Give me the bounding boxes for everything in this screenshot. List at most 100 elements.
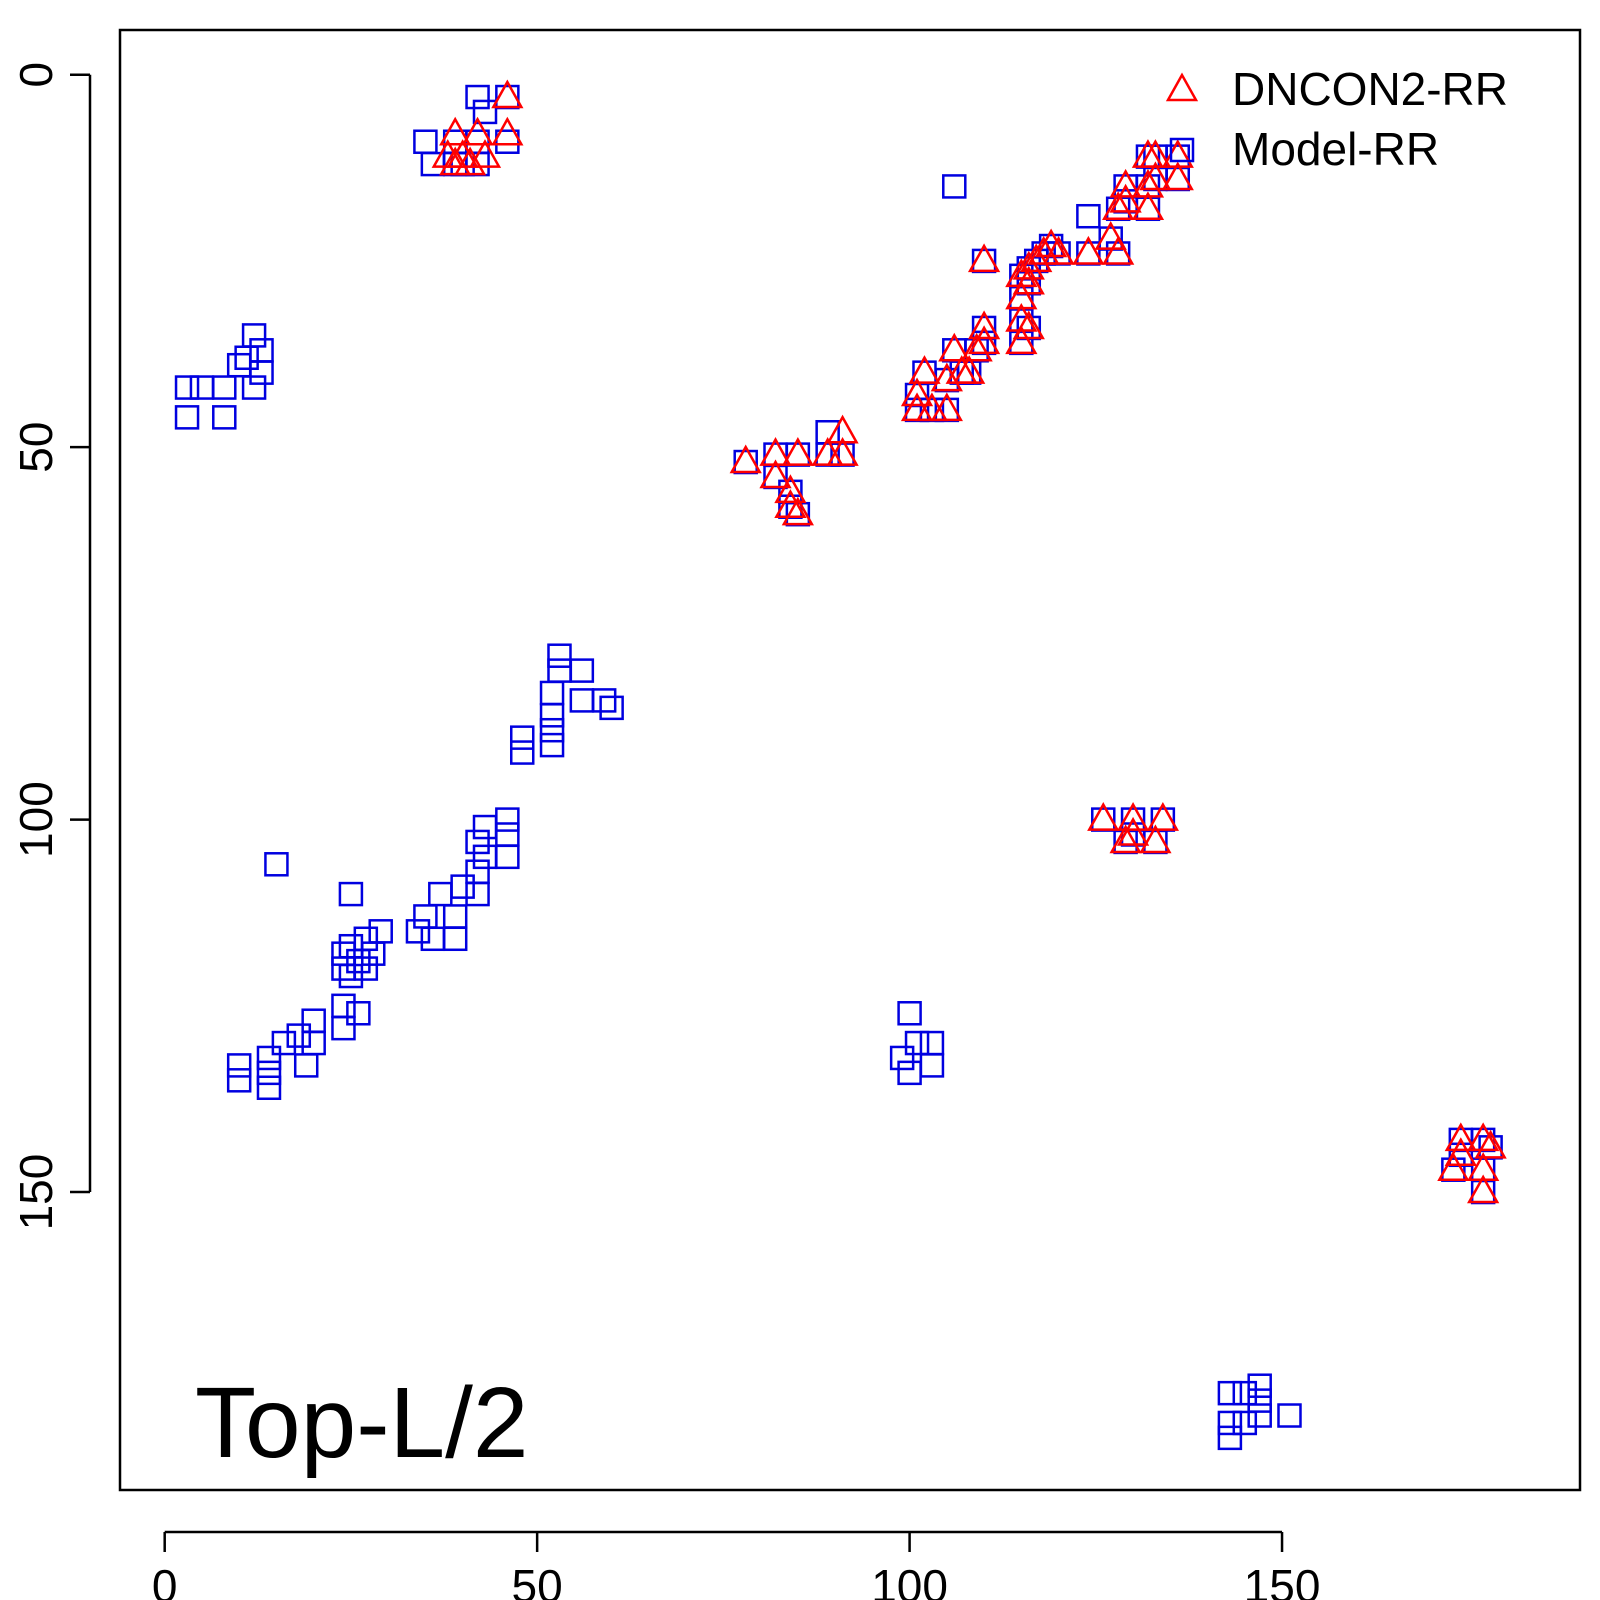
triangle-point	[1109, 168, 1142, 198]
legend-entry-label: DNCON2-RR	[1232, 63, 1508, 115]
square-point	[919, 1030, 945, 1056]
square-point	[465, 84, 490, 110]
triangle-point	[1005, 325, 1038, 355]
triangle-point	[446, 139, 479, 168]
square-point	[301, 1008, 326, 1033]
square-point	[249, 360, 274, 385]
square-point	[1232, 1410, 1258, 1436]
square-point	[331, 1015, 356, 1041]
triangle-point	[900, 377, 934, 407]
square-point	[465, 829, 490, 855]
square-point	[338, 933, 364, 959]
triangle-point	[1467, 1174, 1500, 1204]
triangle-point	[759, 459, 792, 489]
square-point	[599, 695, 624, 721]
triangle-point	[826, 414, 859, 444]
square-point	[249, 338, 274, 363]
square-point	[338, 881, 364, 907]
square-point	[539, 680, 565, 706]
triangle-point	[1131, 168, 1165, 198]
triangle-point	[468, 139, 502, 168]
triangle-point	[491, 79, 524, 109]
triangle-point	[1131, 191, 1165, 221]
square-point	[495, 822, 520, 847]
square-point	[212, 405, 237, 430]
triangle-point	[491, 116, 524, 146]
triangle-point	[938, 332, 971, 362]
y-tick-label: 150	[10, 1154, 62, 1231]
triangle-point	[1109, 824, 1142, 854]
square-point	[189, 375, 215, 400]
square-point	[539, 703, 565, 728]
square-point	[472, 814, 498, 840]
square-point	[420, 926, 446, 952]
square-point	[353, 926, 379, 952]
triangle-point	[1139, 161, 1172, 191]
triangle-point	[1087, 802, 1120, 831]
triangle-point	[774, 489, 807, 518]
square-point	[1247, 1388, 1272, 1413]
square-point	[472, 844, 498, 870]
triangle-point	[1012, 265, 1045, 295]
square-point	[346, 1001, 371, 1026]
triangle-point	[953, 355, 986, 384]
triangle-point	[1444, 1137, 1477, 1167]
triangle-point	[1102, 191, 1135, 221]
square-point	[338, 963, 364, 989]
square-point	[241, 323, 267, 348]
axes: 0 50 100 150 0 50 100 150	[10, 62, 1320, 1600]
square-point	[174, 375, 200, 400]
square-point	[346, 948, 371, 974]
triangle-point	[1094, 221, 1127, 250]
triangle-point	[1474, 1129, 1507, 1159]
triangle-point	[729, 444, 762, 474]
triangle-point	[1437, 1152, 1470, 1181]
square-point	[569, 688, 595, 713]
square-point	[226, 1068, 252, 1093]
triangle-point	[960, 332, 993, 362]
square-point	[1277, 1403, 1302, 1428]
triangle-point	[759, 437, 792, 466]
square-point	[264, 852, 289, 877]
square-point	[256, 1045, 282, 1071]
triangle-point	[908, 355, 941, 384]
square-point	[368, 919, 393, 944]
square-point	[361, 941, 386, 966]
square-point	[539, 732, 565, 758]
triangle-point	[826, 437, 859, 466]
triangle-point	[1005, 302, 1038, 332]
y-tick-label: 100	[10, 781, 62, 858]
triangle-point	[774, 474, 807, 504]
triangle-point	[1005, 280, 1038, 310]
square-point	[331, 956, 356, 981]
square-point	[256, 1075, 282, 1101]
triangle-point	[1161, 161, 1194, 191]
square-point	[353, 956, 379, 981]
square-point	[591, 688, 617, 713]
square-point	[569, 658, 595, 683]
triangle-point	[1042, 235, 1075, 265]
triangle-point	[967, 310, 1001, 340]
annotation-label: Top-L/2	[195, 1367, 529, 1479]
square-point	[1076, 203, 1101, 229]
y-tick-label: 50	[10, 422, 62, 473]
square-point	[465, 859, 490, 884]
square-point	[509, 740, 535, 765]
triangle-point	[1012, 310, 1045, 340]
square-point	[547, 658, 572, 683]
square-point	[1247, 1403, 1272, 1428]
square-point	[1232, 1380, 1258, 1406]
square-point	[919, 1053, 945, 1078]
square-point	[256, 1060, 282, 1086]
x-tick-label: 150	[1244, 1560, 1321, 1600]
triangle-point	[1444, 1122, 1477, 1152]
triangle-point	[1116, 802, 1150, 831]
x-tick-label: 100	[871, 1560, 948, 1600]
triangle-point	[1467, 1122, 1500, 1152]
triangle-point	[967, 243, 1001, 273]
square-point	[509, 725, 535, 750]
triangle-point	[1034, 228, 1068, 258]
plot-frame	[118, 28, 1582, 1492]
square-point	[428, 881, 453, 907]
